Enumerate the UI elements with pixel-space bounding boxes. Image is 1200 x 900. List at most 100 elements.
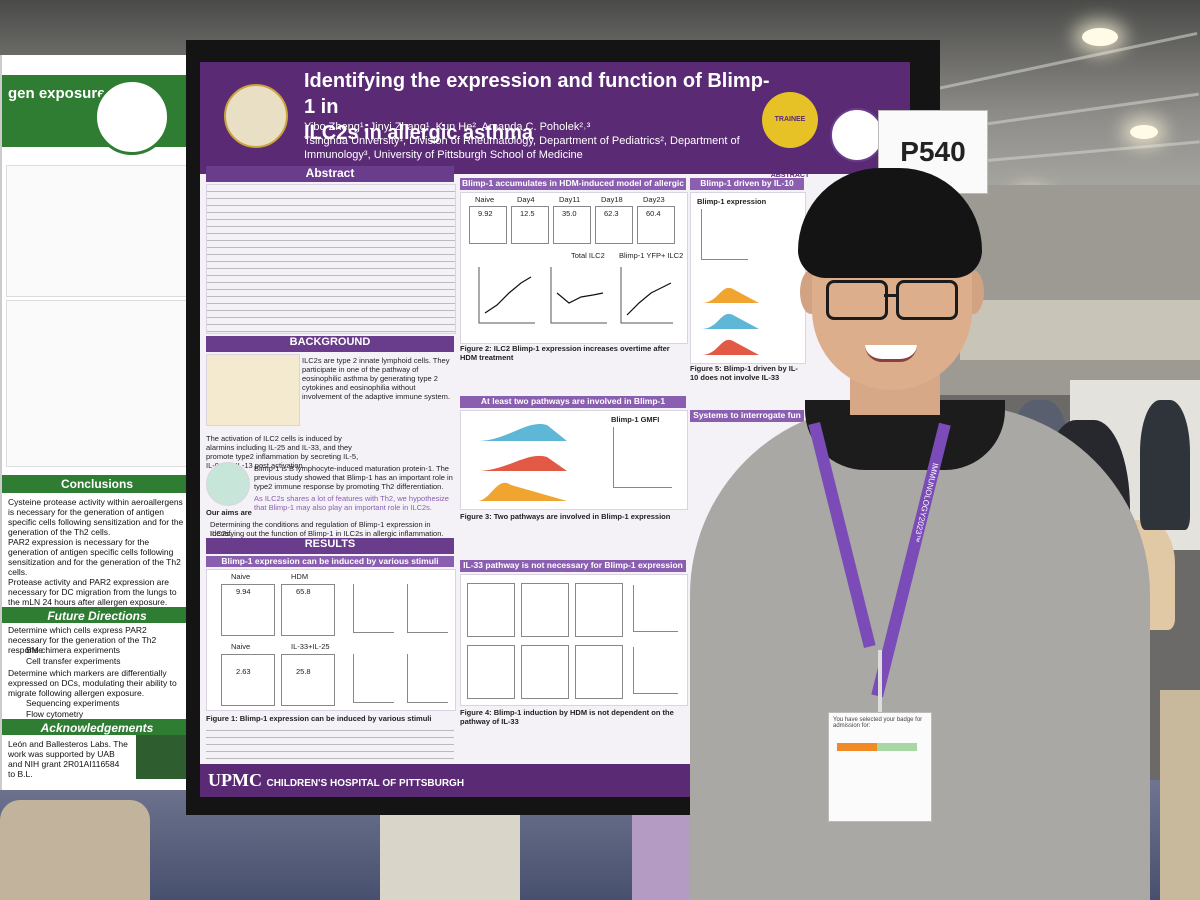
flow-gate-value: 35.0 — [562, 209, 577, 218]
dot-plot — [633, 647, 678, 694]
conclusion-item: PAR2 expression is necessary for the gen… — [8, 537, 181, 577]
hypothesis-text: As ILC2s shares a lot of features with T… — [254, 494, 449, 512]
conclusion-item: Protease activity and PAR2 expression ar… — [8, 577, 177, 607]
flow-plot: 60.4 — [637, 206, 675, 244]
figure-1-caption: Figure 1: Blimp-1 expression can be indu… — [206, 714, 432, 723]
fig2-timepoint: Day11 — [559, 195, 581, 204]
figure-2-caption: Figure 2: ILC2 Blimp-1 expression increa… — [460, 344, 670, 362]
flow-plot — [521, 645, 569, 699]
histogram-il2 — [477, 482, 567, 501]
flow-gate-value: 12.5 — [520, 209, 535, 218]
dot-plot — [407, 654, 448, 703]
middle-subheading: IL-33 pathway is not necessary for Blimp… — [460, 560, 686, 580]
histogram-il33 — [477, 455, 567, 471]
dot-plot — [633, 585, 678, 632]
future-item: Determine which cells express PAR2 neces… — [8, 625, 157, 655]
poster-authors: Yibo Zheng¹, Jinyi Zhang¹, Kun He², Aman… — [304, 120, 774, 162]
poster-title: Identifying the expression and function … — [304, 68, 774, 146]
dot-plot — [407, 584, 448, 633]
results-subheading: Blimp-1 expression can be induced by var… — [206, 556, 454, 567]
person-hoodie — [690, 405, 1150, 900]
results-heading: RESULTS — [206, 538, 454, 554]
blimp-text: Blimp-1 is B lymphocyte-induced maturati… — [254, 464, 453, 491]
cardboard-box — [1160, 690, 1200, 900]
flow-plot — [575, 583, 623, 637]
dot-plot — [701, 209, 748, 260]
glasses-bridge — [884, 294, 896, 297]
fig3-panel-title: Blimp-1 GMFI — [611, 415, 660, 424]
flow-plot — [467, 645, 515, 699]
future-item: Flow cytometry — [26, 709, 84, 719]
fig2-timepoint: Day23 — [643, 195, 665, 204]
trend-line — [626, 282, 672, 316]
fig2-timepoint: Day18 — [601, 195, 623, 204]
fig5-panel-title: Blimp-1 expression — [697, 197, 767, 206]
abstract-text-block — [206, 184, 456, 334]
flow-plot: 9.92 — [469, 206, 507, 244]
flow-gate-value: 25.8 — [296, 667, 311, 676]
name-badge: You have selected your badge for admissi… — [828, 712, 932, 822]
flow-plot — [467, 583, 515, 637]
figure-5-panel: Blimp-1 expression — [690, 192, 806, 364]
trend-line — [556, 292, 604, 304]
axis — [550, 267, 607, 324]
middle-subheading: Blimp-1 accumulates in HDM-induced model… — [460, 178, 686, 198]
flow-plot — [521, 583, 569, 637]
fig2-panel-title: Total ILC2 — [571, 251, 605, 260]
person-hair — [798, 168, 982, 278]
flow-gate-value: 65.8 — [296, 587, 311, 596]
figure-4-panel — [460, 574, 688, 706]
affiliation-list: Tsinghua University¹, Division of Rheuma… — [304, 135, 740, 161]
future-item: Sequencing experiments — [26, 698, 120, 708]
figure-1-panel: Naive HDM Naive IL-33+IL-25 9.94 65.8 2.… — [206, 569, 456, 711]
neighbour-figure — [6, 300, 188, 467]
flow-plot: 2.63 — [221, 654, 275, 706]
flow-plot: 25.8 — [281, 654, 335, 706]
figure-3-caption: Figure 3: Two pathways are involved in B… — [460, 512, 671, 521]
background-illustration — [206, 354, 300, 426]
axis — [620, 267, 673, 324]
flow-plot — [575, 645, 623, 699]
histogram-stack — [477, 423, 567, 501]
figure-1-legend-text — [206, 724, 454, 760]
glasses-lens — [896, 280, 958, 320]
right-subheading: Systems to interrogate fun — [690, 410, 804, 422]
flow-gate-value: 9.92 — [478, 209, 493, 218]
flow-plot: 12.5 — [511, 206, 549, 244]
blimp-diagram — [206, 462, 250, 506]
conclusion-item: Cysteine protease activity within aeroal… — [8, 497, 184, 537]
flow-plot: 9.94 — [221, 584, 275, 636]
flow-plot: 65.8 — [281, 584, 335, 636]
fig1-label: IL-33+IL-25 — [291, 642, 330, 651]
aim-item: Determining the conditions and regulatio… — [210, 520, 431, 538]
poster-header: Identifying the expression and function … — [200, 62, 910, 179]
acknowledgements-heading: Acknowledgements — [2, 719, 192, 735]
fig1-label: Naive — [231, 642, 251, 651]
dot-plot — [353, 584, 394, 633]
aims-heading: Our aims are — [206, 508, 252, 517]
right-subheading: Blimp-1 driven by IL-10 does not inv — [690, 178, 804, 198]
dot-plot — [613, 427, 672, 488]
conclusions-heading: Conclusions — [2, 475, 192, 493]
figure-2-panel: Naive Day4 Day11 Day18 Day23 9.92 12.5 3… — [460, 192, 688, 344]
ceiling-light — [1130, 125, 1158, 139]
author-list: Yibo Zheng¹, Jinyi Zhang¹, Kun He², Aman… — [304, 121, 591, 133]
fig2-line-plots — [478, 267, 673, 324]
lanyard-clip — [878, 650, 882, 712]
foreground-person-legs — [0, 800, 150, 900]
trainee-abstract-award-badge: TRAINEE ABSTRACT — [762, 92, 818, 179]
flow-gate-value: 9.94 — [236, 587, 251, 596]
neighbour-figure — [6, 165, 188, 297]
foreground-person-legs — [380, 810, 520, 900]
acknowledgements-text: León and Ballesteros Labs. The work was … — [8, 739, 128, 779]
figure-4-caption: Figure 4: Blimp-1 induction by HDM is no… — [460, 708, 674, 726]
figure-3-panel: Blimp-1 GMFI — [460, 410, 688, 510]
future-item: Cell transfer experiments — [26, 656, 121, 666]
flow-gate-value: 60.4 — [646, 209, 661, 218]
histogram — [701, 287, 759, 303]
flow-plot: 62.3 — [595, 206, 633, 244]
ceiling-light — [1082, 28, 1118, 46]
fig2-panel-title: Blimp-1 YFP+ ILC2 — [619, 251, 684, 260]
flow-gate-value: 62.3 — [604, 209, 619, 218]
